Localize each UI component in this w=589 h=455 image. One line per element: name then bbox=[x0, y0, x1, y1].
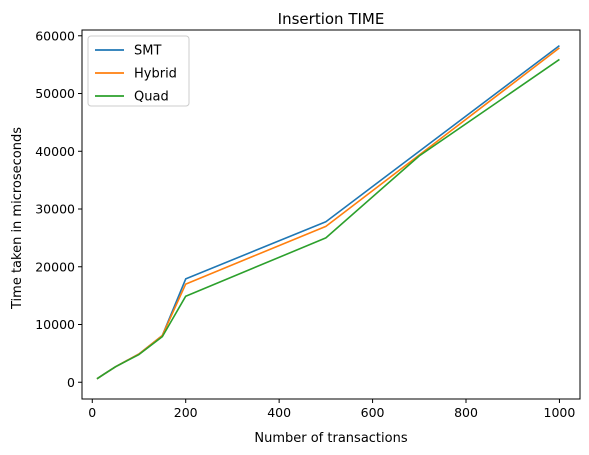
x-tick-label: 800 bbox=[454, 405, 478, 420]
legend-box bbox=[87, 35, 190, 107]
x-tick-label: 1000 bbox=[544, 405, 576, 420]
series-layer bbox=[96, 44, 560, 380]
y-tick-label: 10000 bbox=[35, 317, 75, 332]
x-tick-label: 600 bbox=[361, 405, 385, 420]
legend-label-smt: SMT bbox=[134, 44, 161, 59]
y-tick-label: 40000 bbox=[35, 144, 75, 159]
x-tick-label: 400 bbox=[267, 405, 291, 420]
chart-title: Insertion TIME bbox=[278, 10, 385, 28]
y-tick-label: 20000 bbox=[35, 259, 75, 274]
legend-label-hybrid: Hybrid bbox=[134, 67, 177, 82]
x-tick-label: 0 bbox=[88, 405, 96, 420]
x-tick-label: 200 bbox=[174, 405, 198, 420]
ticks-layer: 0 200 400 600 800 100001000020000300004000050… bbox=[35, 28, 575, 420]
x-axis-label: Number of transactions bbox=[254, 431, 407, 446]
y-tick-label: 60000 bbox=[35, 28, 75, 43]
legend: SMT Hybrid Quad bbox=[87, 35, 190, 107]
y-tick-label: 0 bbox=[67, 375, 75, 390]
y-tick-label: 30000 bbox=[35, 202, 75, 217]
y-axis-label: Time taken in microseconds bbox=[10, 127, 25, 310]
legend-label-quad: Quad bbox=[134, 90, 169, 105]
y-tick-label: 50000 bbox=[35, 86, 75, 101]
series-line-quad bbox=[96, 58, 560, 380]
plot-frame bbox=[81, 29, 581, 400]
